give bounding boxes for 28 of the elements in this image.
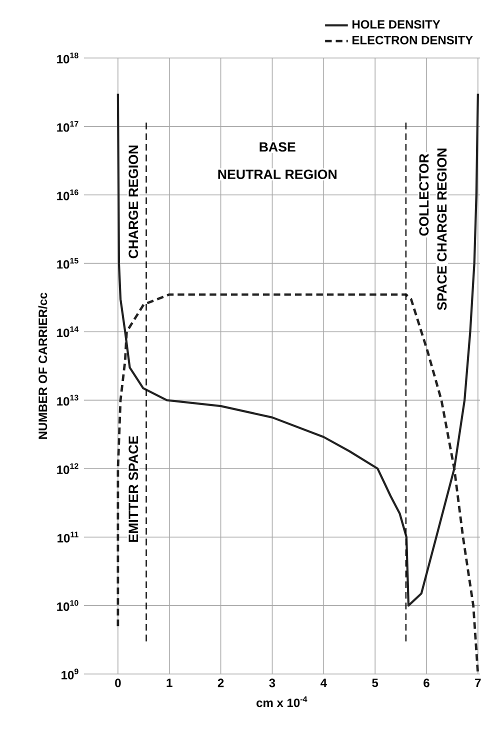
y-tick-label: 10$^{11}$ [58, 532, 78, 542]
annotation: NEUTRAL REGION [218, 170, 336, 180]
x-tick-label: 3 [269, 678, 276, 688]
x-tick-label: 5 [372, 678, 378, 688]
y-tick-label: 10$^{10}$ [57, 600, 78, 611]
annotation: COLLECTOR [419, 154, 429, 236]
x-tick-label: 2 [218, 678, 224, 688]
y-tick-label: 10$^{15}$ [57, 258, 78, 269]
x-tick-label: 4 [320, 678, 327, 687]
annotation: CHARGE REGION [128, 146, 138, 258]
y-axis-title: NUMBER OF CARRIER/cc [38, 292, 48, 439]
x-tick-label: 7 [475, 678, 481, 687]
annotation: EMITTER SPACE [128, 436, 138, 542]
y-tick-label: 10$^{16}$ [57, 189, 78, 200]
legend-label: ELECTRON DENSITY [352, 36, 473, 44]
x-tick-label: 6 [424, 678, 430, 688]
x-axis-title: cm x 10$^{-4}$ [256, 696, 308, 708]
legend-label: HOLE DENSITY [352, 20, 440, 29]
x-tick-label: 0 [115, 678, 121, 688]
y-tick-label: 10$^{12}$ [57, 463, 78, 474]
y-tick-label: 10$^{14}$ [57, 326, 79, 338]
x-tick-label: 1 [166, 678, 172, 687]
annotation: BASE [260, 142, 296, 152]
y-tick-label: 10$^{17}$ [57, 121, 78, 132]
y-tick-label: 10$^{9}$ [62, 668, 78, 680]
annotation: SPACE CHARGE REGION [437, 148, 447, 310]
y-tick-label: 10$^{18}$ [57, 52, 78, 64]
y-tick-label: 10$^{13}$ [57, 394, 78, 406]
